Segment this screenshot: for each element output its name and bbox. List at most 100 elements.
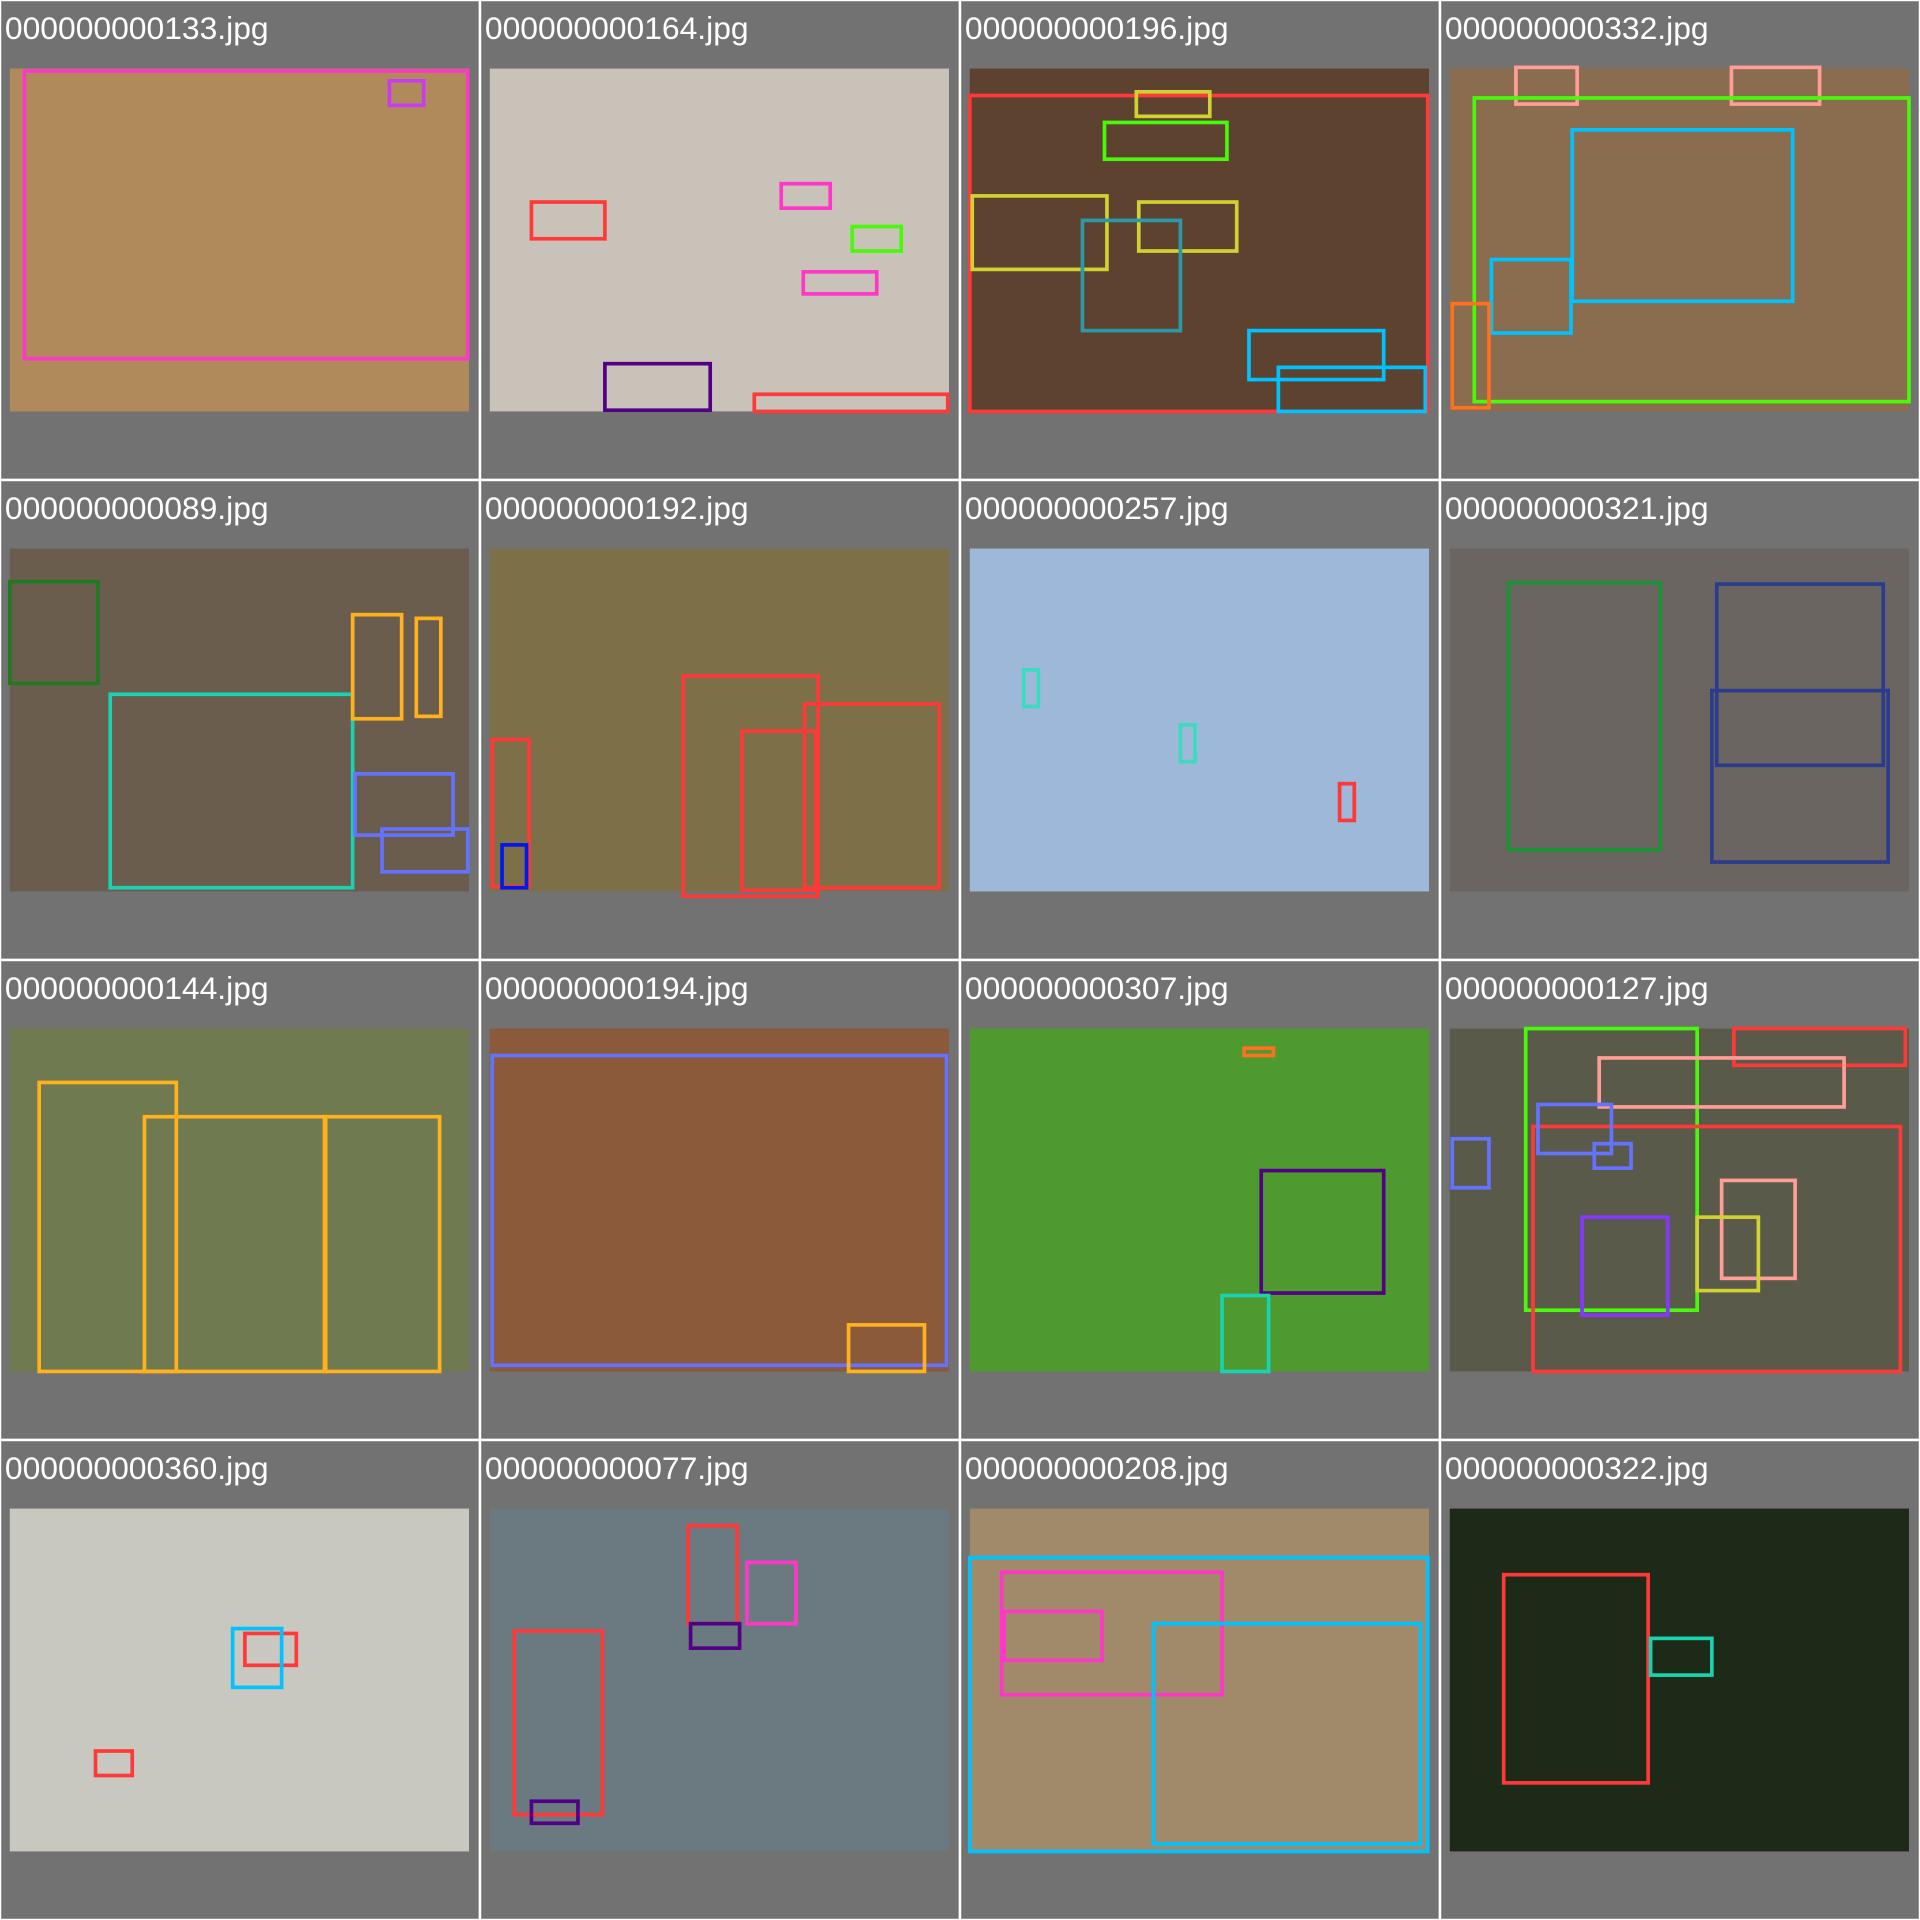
image (969, 1508, 1429, 1852)
bounding-box (512, 1629, 605, 1817)
bounding-box (1489, 257, 1573, 335)
bounding-box (1732, 1026, 1908, 1068)
image (489, 548, 949, 892)
tile: 000000000321.jpg (1438, 478, 1920, 962)
bounding-box (1710, 688, 1890, 864)
image (9, 68, 469, 412)
bounding-box (93, 1749, 135, 1778)
bounding-box (1337, 781, 1357, 823)
bounding-box (970, 194, 1109, 272)
bounding-box (108, 692, 355, 890)
image (1449, 548, 1909, 892)
filename: 000000000192.jpg (485, 490, 749, 526)
image (969, 548, 1429, 892)
bounding-box (230, 1626, 284, 1690)
bounding-box (1531, 1124, 1903, 1374)
bounding-box (801, 270, 879, 296)
filename: 000000000321.jpg (1445, 490, 1709, 526)
tile: 000000000089.jpg (0, 478, 482, 962)
bounding-box (1695, 1215, 1761, 1293)
bounding-box (1592, 1141, 1633, 1170)
filename: 000000000194.jpg (485, 970, 749, 1006)
bounding-box (603, 361, 713, 413)
bounding-box (752, 392, 950, 414)
tile: 000000000257.jpg (958, 478, 1442, 962)
tile: 000000000322.jpg (1438, 1438, 1920, 1920)
bounding-box (1080, 218, 1183, 333)
image (1449, 68, 1909, 412)
bounding-box (243, 1631, 299, 1668)
bounding-box (681, 674, 820, 899)
bounding-box (1102, 120, 1229, 162)
tile: 000000000208.jpg (958, 1438, 1442, 1920)
tile: 000000000127.jpg (1438, 958, 1920, 1442)
filename: 000000000322.jpg (1445, 1450, 1709, 1486)
filename: 000000000089.jpg (5, 490, 269, 526)
bounding-box (529, 1799, 580, 1826)
bounding-box (490, 1053, 949, 1368)
bounding-box (1450, 1136, 1491, 1190)
bounding-box (688, 1621, 742, 1650)
filename: 000000000164.jpg (485, 10, 749, 46)
filename: 000000000133.jpg (5, 10, 269, 46)
tile: 000000000196.jpg (958, 0, 1442, 482)
bounding-box (1570, 127, 1795, 304)
bounding-box (380, 827, 470, 874)
bounding-box (1506, 581, 1663, 852)
bounding-box (322, 1114, 442, 1374)
tile: 000000000133.jpg (0, 0, 482, 482)
image (969, 68, 1429, 412)
filename: 000000000127.jpg (1445, 970, 1709, 1006)
bounding-box (500, 843, 529, 890)
bounding-box (7, 579, 100, 686)
bounding-box (1259, 1168, 1386, 1295)
filename: 000000000307.jpg (965, 970, 1229, 1006)
bounding-box (1247, 328, 1386, 382)
bounding-box (1472, 96, 1911, 404)
image (489, 1508, 949, 1852)
bounding-box (1729, 65, 1822, 106)
bounding-box (1523, 1026, 1699, 1313)
bounding-box (414, 616, 443, 719)
image (1449, 1028, 1909, 1372)
image (9, 1028, 469, 1372)
bounding-box (740, 729, 818, 893)
filename: 000000000196.jpg (965, 10, 1229, 46)
bounding-box (1220, 1293, 1271, 1374)
bounding-box (1597, 1056, 1846, 1109)
bounding-box (1151, 1621, 1423, 1846)
bounding-box (1134, 90, 1212, 119)
filename: 000000000144.jpg (5, 970, 269, 1006)
filename: 000000000257.jpg (965, 490, 1229, 526)
bounding-box (967, 93, 1430, 414)
tile: 000000000307.jpg (958, 958, 1442, 1442)
bounding-box (1580, 1215, 1670, 1317)
bounding-box (387, 78, 426, 108)
bounding-box (802, 702, 942, 890)
bounding-box (1002, 1609, 1104, 1663)
bounding-box (779, 181, 833, 211)
bounding-box (1178, 723, 1197, 764)
bounding-box (1242, 1046, 1276, 1058)
filename: 000000000360.jpg (5, 1450, 269, 1486)
bounding-box (350, 612, 404, 721)
bounding-box (1276, 365, 1428, 414)
bounding-box (1714, 582, 1886, 768)
bounding-box (353, 772, 455, 837)
bounding-box (846, 1323, 927, 1374)
tile: 000000000144.jpg (0, 958, 482, 1442)
filename: 000000000077.jpg (485, 1450, 749, 1486)
filename: 000000000332.jpg (1445, 10, 1709, 46)
bounding-box (1450, 301, 1491, 410)
image (9, 1508, 469, 1852)
tile: 000000000360.jpg (0, 1438, 482, 1920)
bounding-box (999, 1570, 1224, 1697)
tile: 000000000194.jpg (478, 958, 962, 1442)
bounding-box (37, 1080, 179, 1374)
bounding-box (1021, 667, 1041, 709)
image (1449, 1508, 1909, 1852)
image (489, 1028, 949, 1372)
bounding-box (1514, 65, 1579, 106)
bounding-box (529, 200, 607, 241)
